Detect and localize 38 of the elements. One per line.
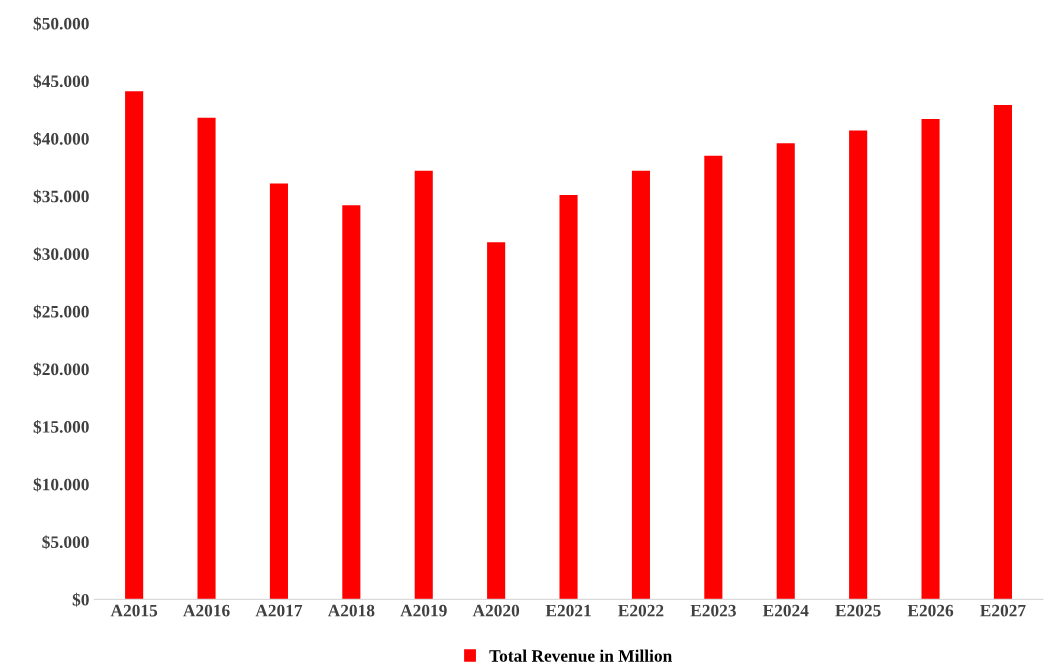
bar	[125, 91, 144, 600]
legend-label: Total Revenue in Million	[489, 649, 672, 662]
bar	[559, 194, 578, 600]
y-tick-label: $35.000	[33, 189, 89, 204]
bar	[342, 205, 361, 600]
x-tick-label: A2018	[327, 604, 375, 617]
x-tick-label: E2023	[690, 604, 736, 617]
y-tick-label: $30.000	[33, 247, 89, 262]
x-tick-label: A2020	[472, 604, 520, 617]
bar	[631, 170, 650, 600]
x-tick-label: A2019	[400, 604, 447, 617]
x-tick-label: A2016	[183, 604, 230, 617]
x-tick-label: E2026	[907, 604, 954, 617]
x-tick-label: E2025	[835, 604, 881, 617]
bar	[704, 155, 723, 600]
bar	[849, 130, 868, 600]
bar	[414, 170, 433, 600]
y-tick-label: $5.000	[42, 535, 89, 550]
y-tick-label: $10.000	[33, 477, 89, 492]
y-tick-label: $40.000	[33, 131, 89, 146]
x-tick-label: A2017	[255, 604, 303, 617]
y-tick-label: $0	[72, 592, 89, 607]
x-tick-label: A2015	[110, 604, 158, 617]
x-tick-label: E2024	[762, 604, 809, 617]
bar	[776, 143, 795, 600]
y-tick-label: $50.000	[33, 16, 89, 31]
y-tick-label: $25.000	[33, 304, 89, 319]
bar	[487, 242, 506, 600]
bar	[921, 118, 940, 600]
x-tick-label: E2021	[545, 604, 591, 617]
bar	[197, 117, 216, 600]
bar	[269, 183, 288, 600]
y-tick-label: $15.000	[33, 420, 89, 434]
bar	[993, 105, 1012, 600]
y-tick-label: $45.000	[33, 74, 89, 89]
y-tick-label: $20.000	[33, 362, 89, 377]
x-tick-label: E2027	[980, 604, 1026, 617]
x-tick-label: E2022	[618, 604, 664, 617]
